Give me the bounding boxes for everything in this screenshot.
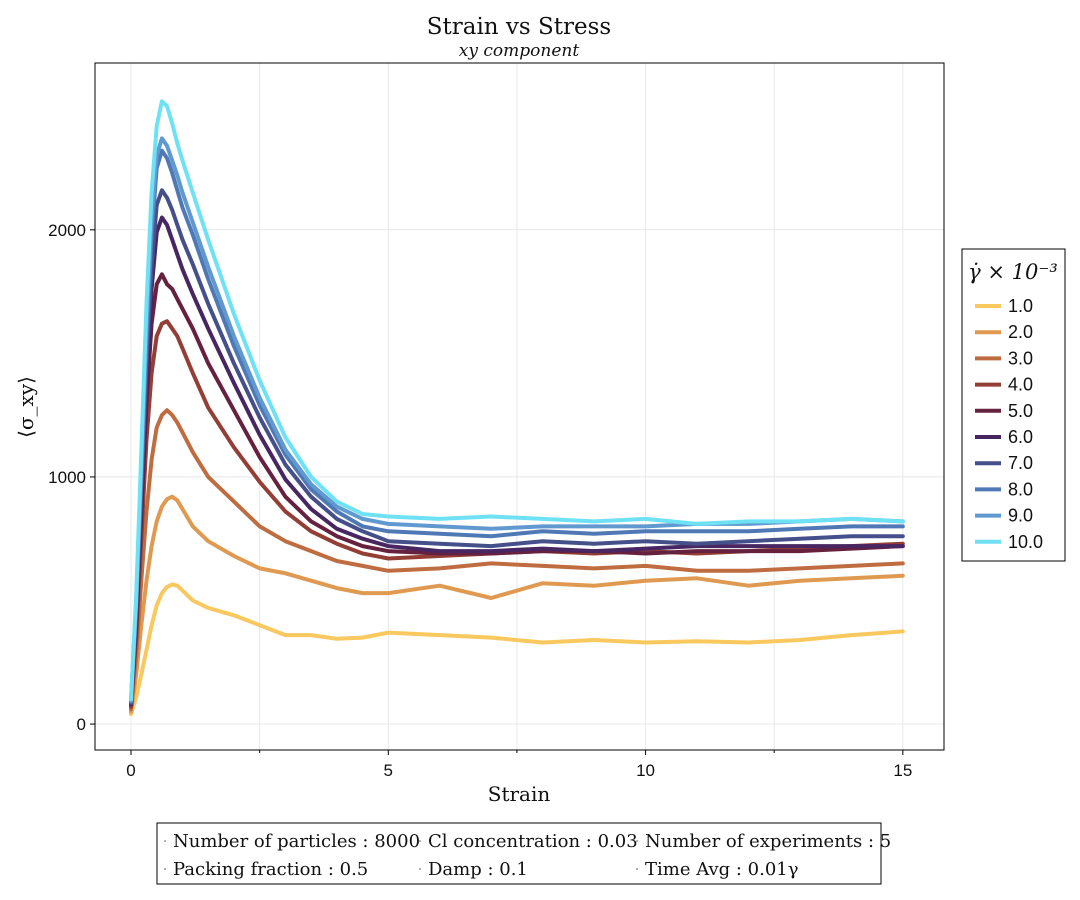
x-tick-label: 15 — [893, 761, 912, 780]
axis-ticks: 0 5 10 15 0 1000 2000 — [48, 221, 912, 780]
chart-title: Strain vs Stress — [427, 14, 612, 40]
info-bullet — [636, 840, 638, 842]
legend-label: 4.0 — [1008, 375, 1033, 395]
legend-label: 7.0 — [1008, 453, 1033, 473]
legend-label: 2.0 — [1008, 322, 1033, 342]
legend: γ̇ × 10⁻³ 1.0 2.0 3.0 4.0 5.0 6.0 7.0 8.0 9.0 10.… — [961, 248, 1066, 562]
legend-label: 9.0 — [1008, 506, 1033, 526]
grid — [95, 63, 944, 750]
info-box: Number of particles : 8000 Cl concentrati… — [156, 822, 891, 885]
series-lines — [129, 99, 905, 717]
info-item: Damp : 0.1 — [428, 859, 528, 880]
x-tick-label: 0 — [126, 761, 135, 780]
legend-label: 10.0 — [1008, 532, 1043, 552]
info-bullet — [419, 868, 421, 870]
series-line-3.0 — [129, 408, 905, 712]
info-bullet — [636, 868, 638, 870]
chart-subtitle: xy component — [459, 41, 580, 61]
series-line-7.0 — [129, 188, 905, 705]
legend-label: 5.0 — [1008, 401, 1033, 421]
info-item: Number of particles : 8000 — [173, 831, 420, 852]
x-tick-label: 10 — [636, 761, 655, 780]
info-bullet — [419, 840, 421, 842]
series-line-1.0 — [129, 582, 905, 717]
x-axis-label: Strain — [488, 782, 551, 806]
info-bullet — [164, 840, 166, 842]
series-line-10.0 — [129, 99, 905, 702]
legend-label: 1.0 — [1008, 296, 1033, 316]
info-box-frame — [156, 822, 882, 885]
info-item: Number of experiments : 5 — [645, 831, 891, 852]
series-line-2.0 — [129, 494, 905, 714]
y-tick-label: 0 — [77, 715, 86, 734]
series-line-6.0 — [129, 215, 905, 707]
x-tick-label: 5 — [384, 761, 393, 780]
legend-title: γ̇ × 10⁻³ — [968, 260, 1058, 284]
y-axis-label: ⟨σ_xy⟩ — [14, 376, 38, 438]
info-item: Packing fraction : 0.5 — [173, 859, 368, 880]
legend-items: 1.0 2.0 3.0 4.0 5.0 6.0 7.0 8.0 9.0 10.0 — [975, 296, 1043, 552]
info-items: Number of particles : 8000 Cl concentrati… — [164, 831, 891, 880]
info-item: Cl concentration : 0.03 — [428, 831, 638, 852]
y-tick-label: 2000 — [48, 221, 86, 240]
series-line-5.0 — [129, 272, 905, 707]
legend-box — [961, 248, 1066, 562]
series-line-9.0 — [129, 136, 905, 703]
y-tick-label: 1000 — [48, 468, 86, 487]
legend-label: 6.0 — [1008, 427, 1033, 447]
plot-frame — [94, 62, 945, 751]
info-bullet — [164, 868, 166, 870]
info-item: Time Avg : 0.01γ — [645, 859, 799, 880]
legend-label: 3.0 — [1008, 348, 1033, 368]
legend-label: 8.0 — [1008, 479, 1033, 499]
